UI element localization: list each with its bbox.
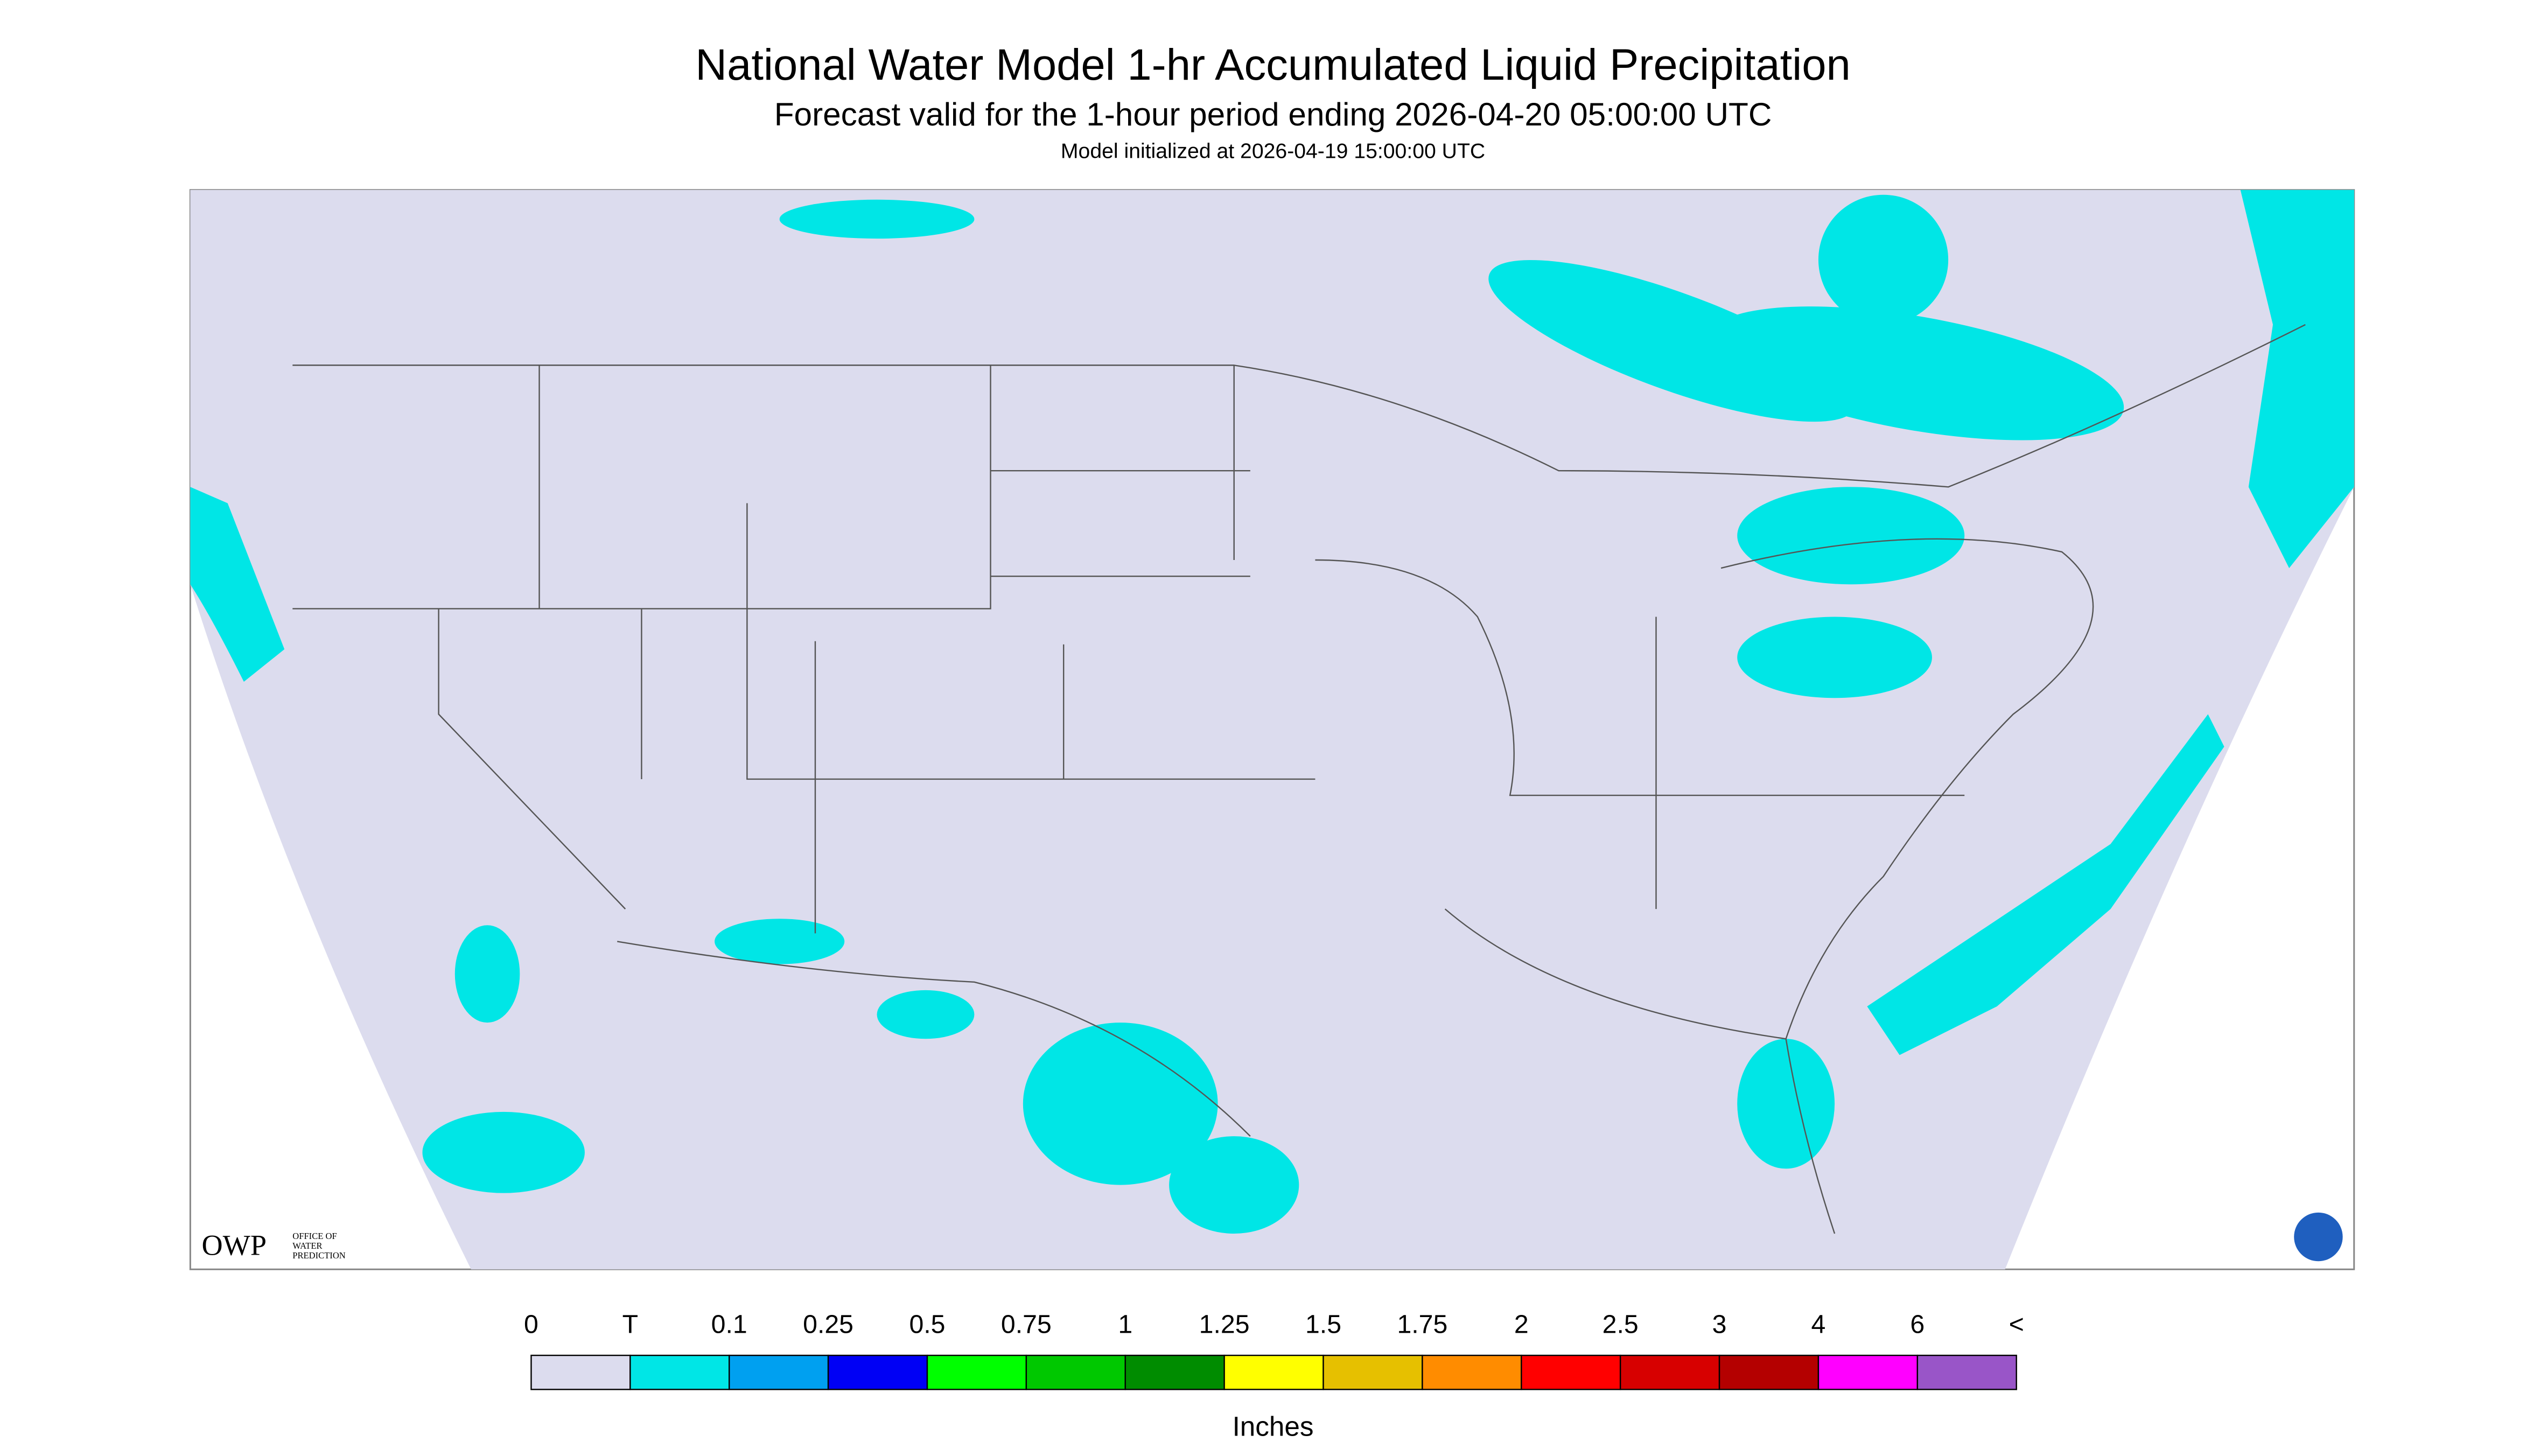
legend-label: 1 — [1118, 1310, 1132, 1339]
legend-swatch — [1422, 1354, 1522, 1390]
legend-label: 0.75 — [1001, 1310, 1052, 1339]
legend-swatch — [1323, 1354, 1423, 1390]
noaa-logo — [2294, 1212, 2343, 1262]
legend: 0 T 0.1 0.25 0.5 0.75 1 1.25 1.5 1.75 2 2.5 3 4 6 < — [524, 1310, 2024, 1390]
legend-label: 3 — [1712, 1310, 1727, 1339]
legend-label: 1.75 — [1397, 1310, 1447, 1339]
boundaries — [292, 324, 2306, 1234]
legend-swatch — [926, 1354, 1027, 1390]
precip-areas — [190, 190, 2354, 1234]
legend-label: 0.1 — [711, 1310, 747, 1339]
map — [189, 189, 2355, 1270]
legend-label: 1.5 — [1305, 1310, 1341, 1339]
legend-swatch — [728, 1354, 829, 1390]
logo-text: OWP — [201, 1229, 267, 1262]
legend-swatch — [629, 1354, 730, 1390]
legend-label: 0 — [524, 1310, 538, 1339]
legend-label: 0.25 — [803, 1310, 853, 1339]
title: National Water Model 1-hr Accumulated Li… — [695, 40, 1850, 89]
legend-swatch — [1124, 1354, 1225, 1390]
legend-label: 1.25 — [1199, 1310, 1250, 1339]
legend-swatch — [1619, 1354, 1720, 1390]
legend-label: < — [2009, 1310, 2024, 1339]
map-domain — [190, 190, 2354, 1270]
legend-swatch — [1718, 1354, 1820, 1390]
legend-swatch — [1916, 1354, 2017, 1390]
logo-subtext: OFFICE OF — [292, 1231, 337, 1241]
legend-label: 2.5 — [1603, 1310, 1639, 1339]
legend-swatch — [827, 1354, 928, 1390]
legend-swatch — [1223, 1354, 1324, 1390]
init-time: Model initialized at 2026-04-19 15:00:00… — [1061, 140, 1485, 163]
subtitle: Forecast valid for the 1-hour period end… — [774, 96, 1772, 132]
logo-subtext: WATER — [292, 1241, 323, 1251]
legend-swatch — [1521, 1354, 1621, 1390]
logo-subtext: PREDICTION — [292, 1250, 345, 1261]
legend-label: T — [622, 1310, 638, 1339]
legend-unit: Inches — [1233, 1411, 1314, 1441]
legend-label: 2 — [1514, 1310, 1529, 1339]
legend-label: 6 — [1910, 1310, 1925, 1339]
legend-label: 4 — [1811, 1310, 1826, 1339]
legend-label: 0.5 — [909, 1310, 945, 1339]
legend-swatch — [530, 1354, 631, 1390]
legend-swatch — [1025, 1354, 1126, 1390]
legend-swatch — [1817, 1354, 1919, 1390]
